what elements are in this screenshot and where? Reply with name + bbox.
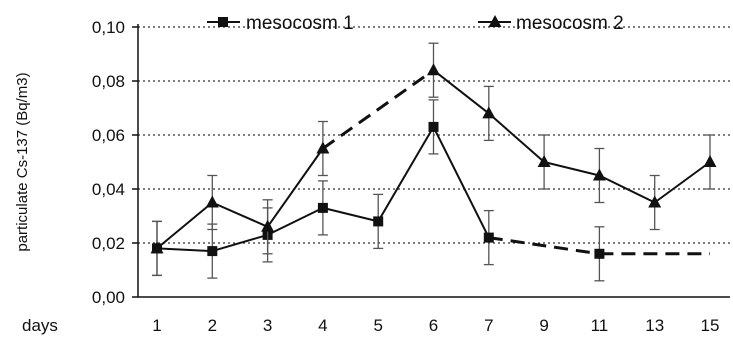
y-axis-title: particulate Cs-137 (Bq/m3) bbox=[14, 72, 31, 251]
series-line-segment bbox=[212, 233, 268, 253]
series-line-segment bbox=[377, 126, 435, 222]
series-line-segment bbox=[432, 126, 490, 239]
data-point-triangle bbox=[648, 195, 662, 208]
y-tick-label: 0,02 bbox=[92, 234, 125, 253]
series-line-segment bbox=[543, 161, 600, 177]
series-line-segment bbox=[211, 201, 269, 228]
data-point-triangle bbox=[261, 219, 275, 232]
x-tick-label: 9 bbox=[539, 316, 548, 335]
axes bbox=[137, 24, 730, 298]
legend-item-mesocosm-2: mesocosm 2 bbox=[478, 13, 624, 34]
data-point-square bbox=[428, 121, 439, 132]
series-line-segment bbox=[156, 201, 213, 250]
data-point-square bbox=[207, 246, 218, 257]
x-tick-label: 7 bbox=[484, 316, 493, 335]
x-tick-label: 2 bbox=[208, 316, 217, 335]
data-point-triangle bbox=[482, 106, 496, 119]
y-tick-label: 0,10 bbox=[92, 18, 125, 37]
data-point-triangle bbox=[150, 241, 164, 254]
data-point-square bbox=[483, 232, 494, 243]
y-ticks: 0,00 0,02 0,04 0,06 0,08 0,10 bbox=[92, 18, 138, 307]
x-tick-label: 11 bbox=[591, 316, 609, 335]
series-line-segment bbox=[322, 206, 379, 223]
series-line-segment bbox=[156, 247, 213, 253]
data-point-triangle bbox=[703, 155, 717, 167]
legend-label-mesocosm-2: mesocosm 2 bbox=[516, 13, 624, 34]
data-point-triangle bbox=[537, 155, 551, 167]
x-tick-label: 6 bbox=[429, 316, 438, 335]
series-layer bbox=[150, 42, 717, 282]
data-point-square bbox=[594, 248, 605, 259]
data-point-triangle bbox=[592, 168, 606, 181]
x-tick-label: 3 bbox=[263, 316, 272, 335]
legend: mesocosm 1 mesocosm 2 bbox=[207, 13, 624, 34]
legend-item-mesocosm-1: mesocosm 1 bbox=[207, 13, 354, 34]
y-tick-label: 0,00 bbox=[92, 288, 125, 307]
x-tick-label: 4 bbox=[318, 316, 327, 335]
x-ticks: 1 2 3 4 5 6 7 9 11 13 15 bbox=[152, 316, 719, 335]
series-2 bbox=[150, 42, 717, 277]
x-axis-prefix: days bbox=[22, 316, 58, 335]
x-tick-label: 1 bbox=[152, 316, 161, 335]
series-line-segment bbox=[267, 207, 324, 236]
series-line-segment bbox=[654, 161, 711, 204]
series-line-segment bbox=[488, 112, 545, 163]
y-tick-label: 0,04 bbox=[92, 180, 125, 199]
data-point-triangle bbox=[205, 195, 219, 208]
series-line-segment bbox=[598, 174, 656, 204]
series-line-segment bbox=[432, 69, 490, 115]
x-tick-label: 15 bbox=[701, 316, 720, 335]
y-tick-label: 0,06 bbox=[92, 126, 125, 145]
series-line-segment bbox=[266, 147, 324, 228]
series-dashed-segment bbox=[322, 68, 435, 150]
x-tick-label: 5 bbox=[373, 316, 382, 335]
data-point-square bbox=[317, 202, 328, 213]
legend-square-marker-icon bbox=[218, 17, 228, 27]
legend-label-mesocosm-1: mesocosm 1 bbox=[246, 13, 354, 34]
data-point-triangle bbox=[427, 63, 440, 76]
y-tick-label: 0,08 bbox=[92, 72, 125, 91]
data-point-square bbox=[373, 216, 384, 227]
x-tick-label: 13 bbox=[645, 316, 664, 335]
legend-triangle-marker-icon bbox=[488, 15, 502, 27]
data-point-triangle bbox=[316, 141, 330, 154]
series-dashed-segment bbox=[488, 236, 600, 256]
series-1 bbox=[152, 99, 710, 282]
